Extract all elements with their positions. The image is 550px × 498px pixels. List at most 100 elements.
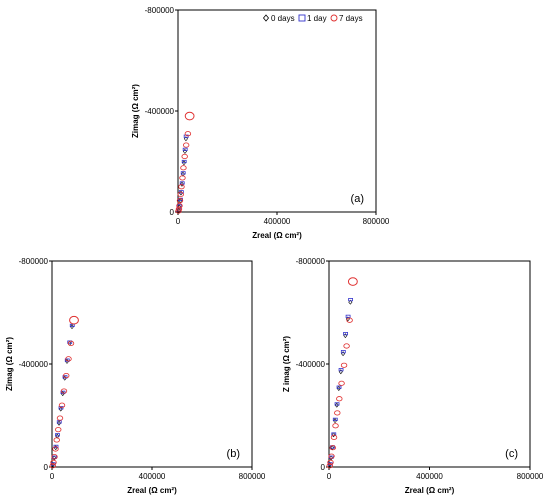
data-point bbox=[328, 453, 335, 459]
chart-panel-3: 0 400000 800000 -800000 -400000 0 Zreal (Ω cm²… bbox=[282, 257, 544, 495]
data-point bbox=[53, 437, 60, 443]
data-point bbox=[184, 131, 192, 137]
legend-marker bbox=[298, 14, 306, 22]
data-point bbox=[177, 191, 184, 197]
y-tick-label: 0 bbox=[44, 463, 49, 472]
data-point bbox=[50, 459, 57, 465]
data-point bbox=[176, 203, 183, 209]
y-axis-title: Zimag (Ω cm²) bbox=[131, 84, 140, 138]
data-point bbox=[62, 375, 68, 379]
data-point bbox=[334, 402, 339, 408]
data-point bbox=[329, 445, 336, 451]
data-point bbox=[182, 142, 190, 148]
y-tick-label: 0 bbox=[321, 463, 326, 472]
data-point bbox=[49, 463, 56, 469]
data-point bbox=[336, 396, 343, 402]
x-tick-label: 0 bbox=[176, 217, 181, 226]
legend-marker bbox=[330, 14, 338, 22]
data-point bbox=[182, 147, 188, 151]
data-point bbox=[67, 340, 75, 346]
data-point bbox=[56, 415, 64, 421]
y-tick-label: -400000 bbox=[19, 360, 49, 369]
data-point bbox=[343, 343, 350, 349]
data-point bbox=[180, 171, 186, 175]
data-point bbox=[58, 406, 64, 410]
data-point bbox=[183, 136, 188, 142]
x-axis-title: Zreal (Ω cm²) bbox=[252, 231, 302, 240]
data-point bbox=[51, 454, 58, 460]
legend-label: 7 days bbox=[339, 14, 363, 23]
x-tick-label: 800000 bbox=[239, 472, 266, 481]
plot-frame bbox=[51, 260, 253, 468]
data-point bbox=[176, 198, 184, 204]
y-tick-label: -800000 bbox=[296, 257, 326, 266]
data-point bbox=[176, 208, 181, 214]
x-axis-title: Zreal (Ω cm²) bbox=[405, 486, 455, 495]
data-point bbox=[326, 463, 333, 469]
data-point bbox=[179, 175, 186, 181]
data-point bbox=[338, 380, 345, 386]
x-tick-label: 400000 bbox=[139, 472, 166, 481]
data-point bbox=[52, 455, 57, 459]
data-point bbox=[334, 402, 340, 406]
data-point bbox=[336, 385, 341, 391]
x-tick-label: 0 bbox=[50, 472, 55, 481]
chart-panel-2: 0 400000 800000 -800000 -400000 0 Zreal (Ω cm²… bbox=[5, 257, 266, 495]
data-point bbox=[343, 332, 348, 336]
x-tick-label: 400000 bbox=[264, 217, 291, 226]
data-point bbox=[347, 277, 358, 286]
data-point bbox=[58, 406, 63, 412]
panel-label: (b) bbox=[227, 448, 240, 460]
data-point bbox=[55, 433, 60, 437]
data-point bbox=[348, 299, 353, 305]
data-point bbox=[340, 362, 348, 368]
y-tick-label: -800000 bbox=[19, 257, 49, 266]
x-tick-label: 800000 bbox=[517, 472, 544, 481]
data-point bbox=[180, 165, 187, 171]
data-point bbox=[338, 368, 344, 372]
data-point bbox=[53, 444, 59, 449]
plot-frame bbox=[328, 260, 531, 468]
plot-frame bbox=[177, 9, 377, 213]
data-point bbox=[70, 324, 74, 330]
data-point bbox=[181, 160, 186, 166]
data-point bbox=[175, 206, 183, 212]
x-tick-label: 0 bbox=[327, 472, 332, 481]
chart-panel-1: 0 400000 800000 -800000 -400000 0 Zreal (Ω cm²… bbox=[131, 6, 390, 240]
data-point bbox=[184, 111, 195, 121]
y-axis-title: Z imag (Ω cm²) bbox=[282, 336, 291, 393]
data-point bbox=[52, 446, 59, 452]
x-axis-title: Zreal (Ω cm²) bbox=[127, 486, 177, 495]
data-point bbox=[336, 385, 342, 389]
data-point bbox=[333, 418, 338, 424]
y-tick-label: -400000 bbox=[145, 107, 175, 116]
data-point bbox=[58, 402, 66, 408]
data-point bbox=[64, 358, 70, 362]
panel-label: (c) bbox=[505, 448, 518, 460]
data-point bbox=[330, 434, 338, 440]
y-axis-title: Zimag (Ω cm²) bbox=[5, 337, 14, 391]
data-point bbox=[331, 432, 336, 438]
data-point bbox=[334, 410, 341, 416]
data-point bbox=[67, 340, 73, 344]
data-point bbox=[181, 159, 187, 164]
data-point bbox=[181, 153, 188, 160]
data-point bbox=[178, 190, 184, 194]
series-7-days bbox=[175, 111, 195, 214]
data-point bbox=[348, 298, 354, 302]
data-point bbox=[65, 356, 72, 362]
data-point bbox=[56, 420, 62, 424]
legend-label: 1 day bbox=[307, 14, 327, 23]
y-tick-label: -800000 bbox=[145, 6, 175, 15]
legend-marker bbox=[262, 14, 270, 22]
data-point bbox=[178, 184, 185, 190]
y-tick-label: -400000 bbox=[296, 360, 326, 369]
data-point bbox=[332, 417, 338, 421]
data-point bbox=[60, 388, 68, 394]
y-tick-label: 0 bbox=[170, 208, 175, 217]
data-point bbox=[55, 427, 62, 433]
data-point bbox=[340, 350, 346, 354]
legend-label: 0 days bbox=[271, 14, 295, 23]
data-point bbox=[332, 423, 339, 429]
